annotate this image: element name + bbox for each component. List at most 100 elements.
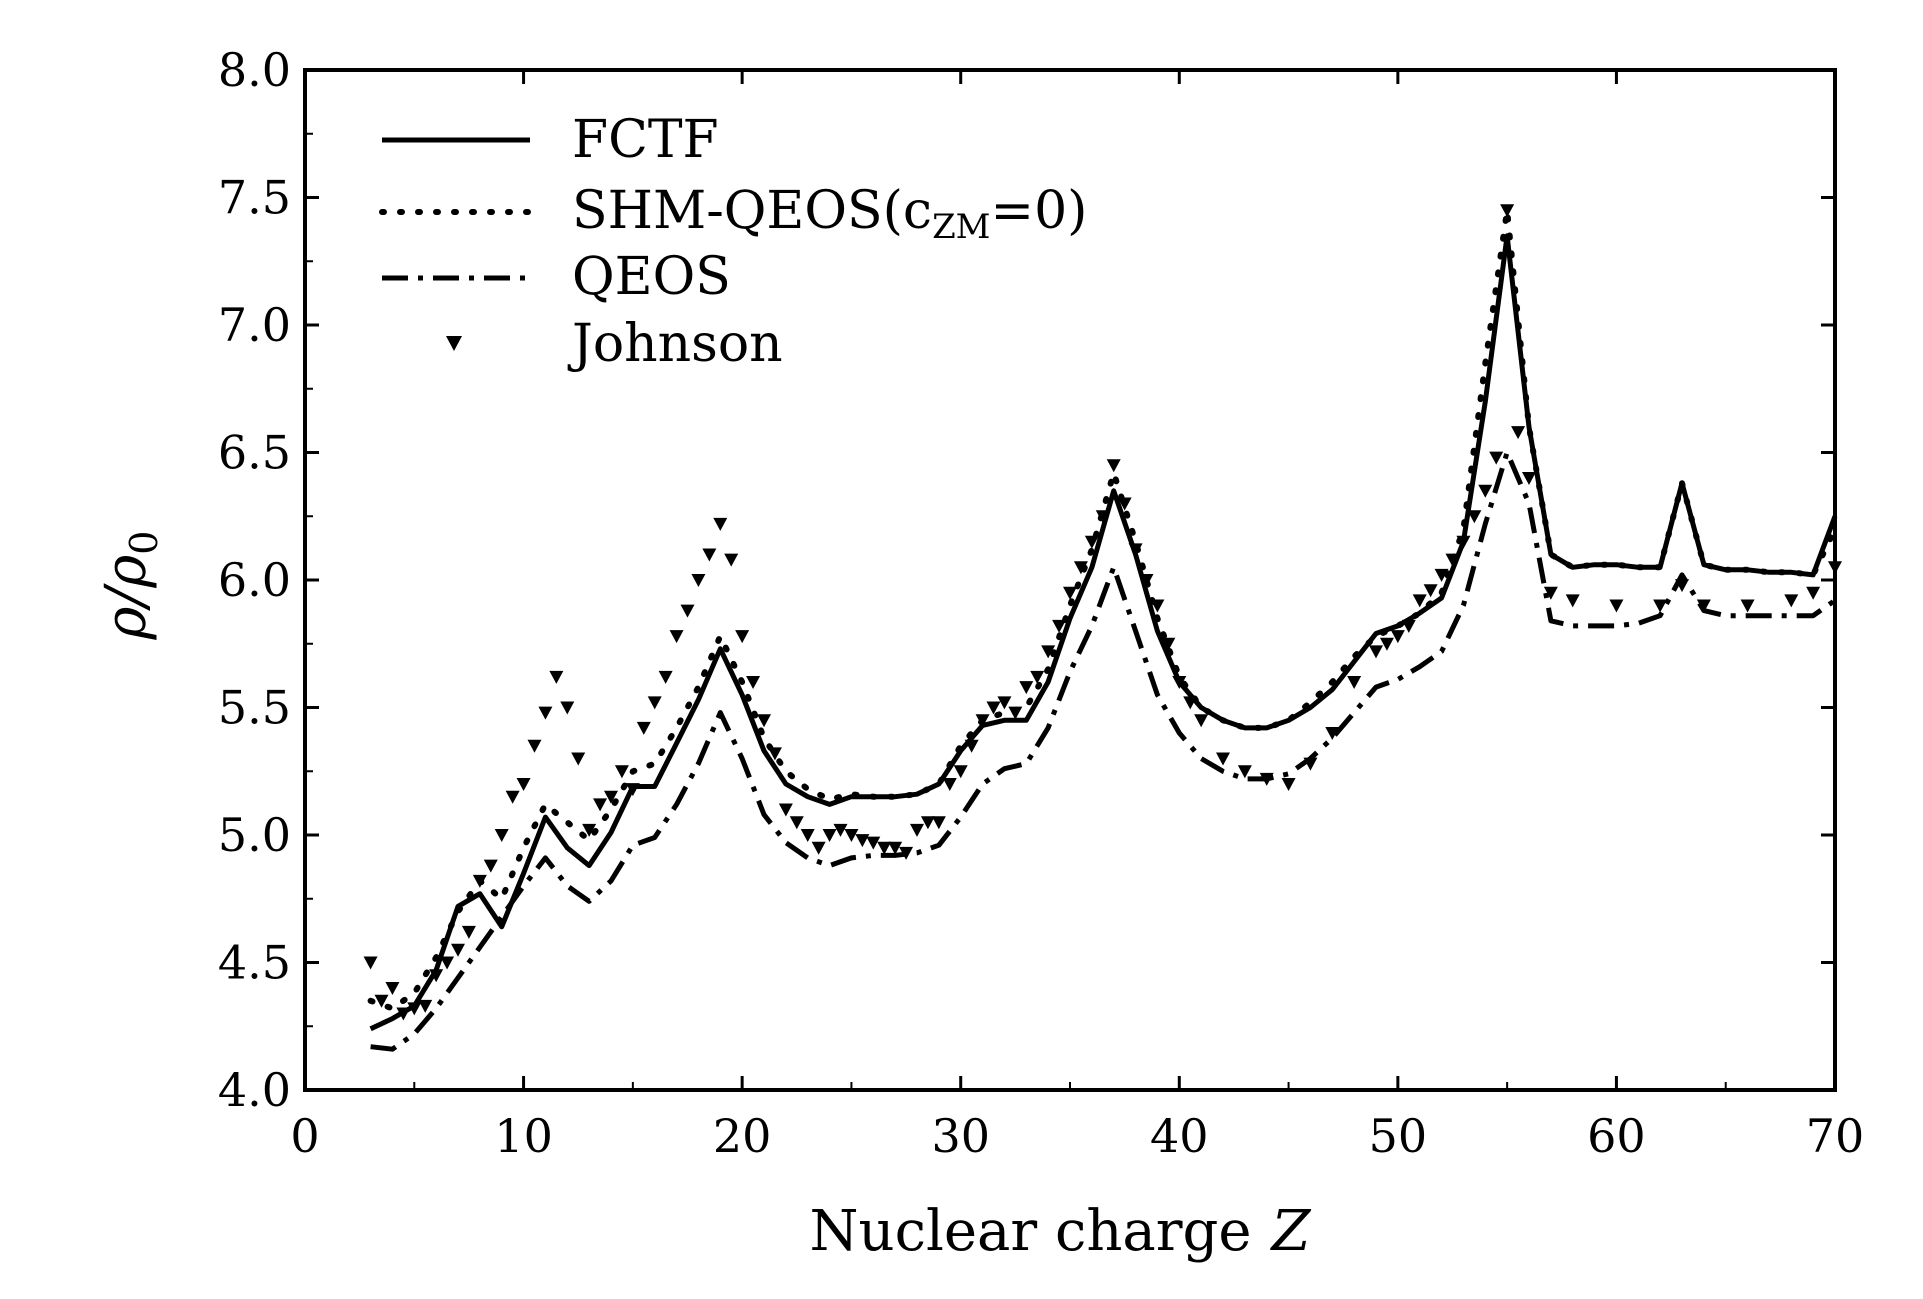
series-line-shm-qeos [367,207,1838,1012]
legend-label-qeos: QEOS [572,247,731,307]
johnson-point [1467,510,1482,524]
johnson-point [429,969,444,983]
x-tick-labels: 0 10 20 30 40 50 60 70 [290,1109,1864,1163]
legend-label-fctf: FCTF [572,110,719,170]
x-tick-label: 0 [290,1109,319,1163]
johnson-point [363,956,378,970]
johnson-point [778,803,793,817]
johnson-point [385,982,400,995]
johnson-point [560,701,575,715]
johnson-point [1347,676,1362,689]
y-tick-label: 6.5 [218,426,291,480]
x-axis-label: Nuclear charge [810,1199,1252,1264]
johnson-point [571,752,586,766]
johnson-point [1019,681,1034,695]
johnson-point [833,823,848,837]
johnson-point [942,778,957,791]
johnson-point [1445,553,1460,567]
johnson-point [1139,574,1154,587]
johnson-point [1194,714,1209,728]
johnson-point [1030,670,1045,684]
legend-shm-tail: =0) [991,181,1088,241]
johnson-point [910,823,924,837]
y-tick-label: 5.5 [218,681,291,735]
johnson-point [1675,579,1689,593]
johnson-point [1216,752,1230,766]
johnson-point [855,834,870,848]
johnson-point [767,747,782,761]
x-tick-label: 10 [494,1109,553,1163]
series-layer [363,204,1842,1052]
johnson-point [920,816,935,830]
johnson-point [1412,594,1427,608]
johnson-point [1609,599,1624,613]
johnson-point [757,714,771,728]
johnson-point [407,1002,422,1016]
johnson-point [931,816,946,830]
johnson-point [1063,586,1077,600]
johnson-point [1806,586,1821,600]
x-tick-label: 20 [713,1109,772,1163]
johnson-point [1379,637,1394,651]
johnson-point [975,714,990,728]
johnson-point [1390,630,1405,644]
legend-label-shm-qeos: SHM-QEOS(cZM=0) [572,181,1087,247]
johnson-point [1008,706,1023,720]
x-tick-label: 40 [1150,1109,1209,1163]
johnson-point [636,721,651,735]
johnson-point [647,696,662,710]
johnson-point [418,999,433,1013]
johnson-point [461,925,476,939]
johnson-point [746,676,761,689]
johnson-point [1434,568,1449,582]
johnson-point [1828,561,1842,575]
johnson-point [1401,619,1416,633]
johnson-point [374,994,389,1008]
johnson-point [1423,584,1438,598]
johnson-point [472,874,487,888]
johnson-point [986,701,1001,715]
johnson-point [669,630,684,644]
y-tick-label: 8.0 [218,43,291,97]
y-axis-title: ρ/ρ0 [94,531,166,641]
johnson-point [680,604,695,618]
johnson-point [1106,459,1121,473]
johnson-point [451,943,465,957]
axis-ticks [303,68,1837,1092]
johnson-point [1161,637,1176,651]
johnson-point [899,846,914,860]
johnson-point [888,841,903,855]
legend-label-johnson: Johnson [567,314,783,374]
johnson-point [494,829,509,842]
series-line-fctf [369,233,1838,1032]
johnson-point [1653,599,1668,613]
legend-shm-sub: ZM [932,207,990,247]
johnson-point [1696,599,1711,613]
legend-marker-johnson [446,336,462,351]
johnson-point [1183,696,1198,710]
johnson-point [1117,497,1132,511]
johnson-point [505,790,520,804]
x-tick-label: 30 [931,1109,990,1163]
x-tick-label: 50 [1369,1109,1428,1163]
johnson-point [1128,543,1143,557]
johnson-point [997,696,1012,710]
johnson-point [1500,204,1515,218]
johnson-point [724,553,739,567]
johnson-point [582,823,597,837]
johnson-point [1052,619,1067,633]
johnson-point [1456,535,1471,549]
legend-shm-suffix: (c [883,181,932,241]
johnson-point [593,798,608,812]
johnson-point [1511,426,1526,440]
johnson-point [396,1007,411,1021]
legend: FCTF SHM-QEOS(cZM=0) QEOS Johnson [379,110,1087,374]
series-line-qeos [370,450,1837,1052]
johnson-point [538,706,553,720]
johnson-point [658,670,673,684]
johnson-point [1259,772,1274,786]
johnson-point [713,517,728,531]
johnson-point [440,956,455,970]
x-axis-variable: Z [1270,1199,1312,1264]
